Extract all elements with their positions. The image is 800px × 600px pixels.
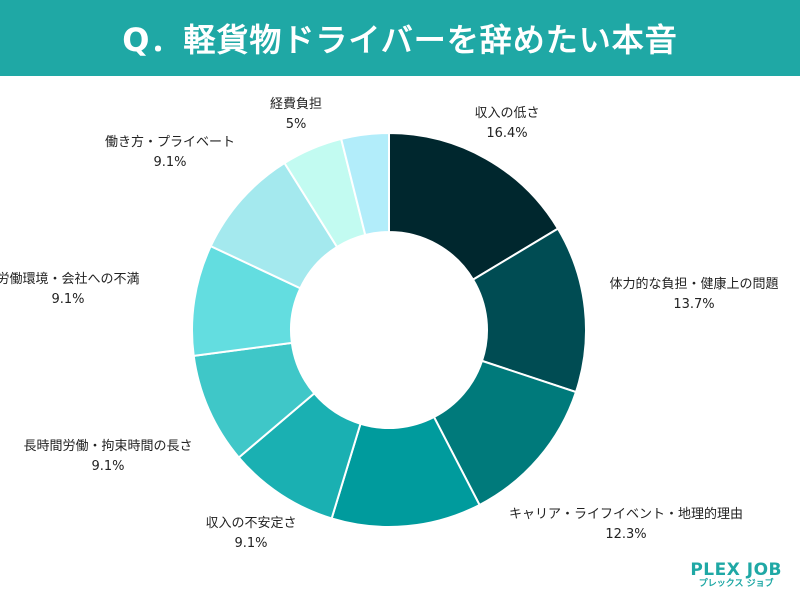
- slice-value-label-8: 5%: [286, 117, 307, 132]
- plex-job-logo: PLEX JOB プレックス ジョブ: [690, 561, 782, 590]
- slice-label-3: キャリア・ライフイベント・地理的理由: [509, 506, 743, 522]
- donut-slice-1: [388, 131, 560, 281]
- slice-value-label-5: 9.1%: [91, 459, 124, 474]
- slice-value-label-2: 13.7%: [673, 297, 714, 312]
- slice-label-2: 体力的な負担・健康上の問題: [609, 276, 778, 292]
- slice-label-1: 収入の低さ: [474, 106, 539, 121]
- slice-label-8: 経費負担: [270, 97, 322, 112]
- slice-value-label-7: 9.1%: [153, 155, 186, 170]
- donut-slice-10: [339, 131, 390, 237]
- slice-label-6: 労働環境・会社への不満: [0, 271, 140, 287]
- slice-value-label-1: 16.4%: [486, 126, 527, 141]
- logo-sub-text: プレックス ジョブ: [698, 579, 774, 589]
- slice-label-5: 長時間労働・拘束時間の長さ: [23, 439, 192, 454]
- slice-value-label-3: 12.3%: [605, 527, 646, 542]
- slice-label-7: 働き方・プライベート: [105, 134, 235, 150]
- header-banner: Q．軽貨物ドライバーを辞めたい本音: [0, 0, 800, 76]
- slice-value-label-4: 9.1%: [234, 536, 267, 551]
- page-title: Q．軽貨物ドライバーを辞めたい本音: [122, 21, 678, 59]
- logo-main-text: PLEX JOB: [690, 560, 782, 580]
- slice-value-label-6: 9.1%: [51, 292, 84, 307]
- slice-label-4: 収入の不安定さ: [205, 516, 296, 531]
